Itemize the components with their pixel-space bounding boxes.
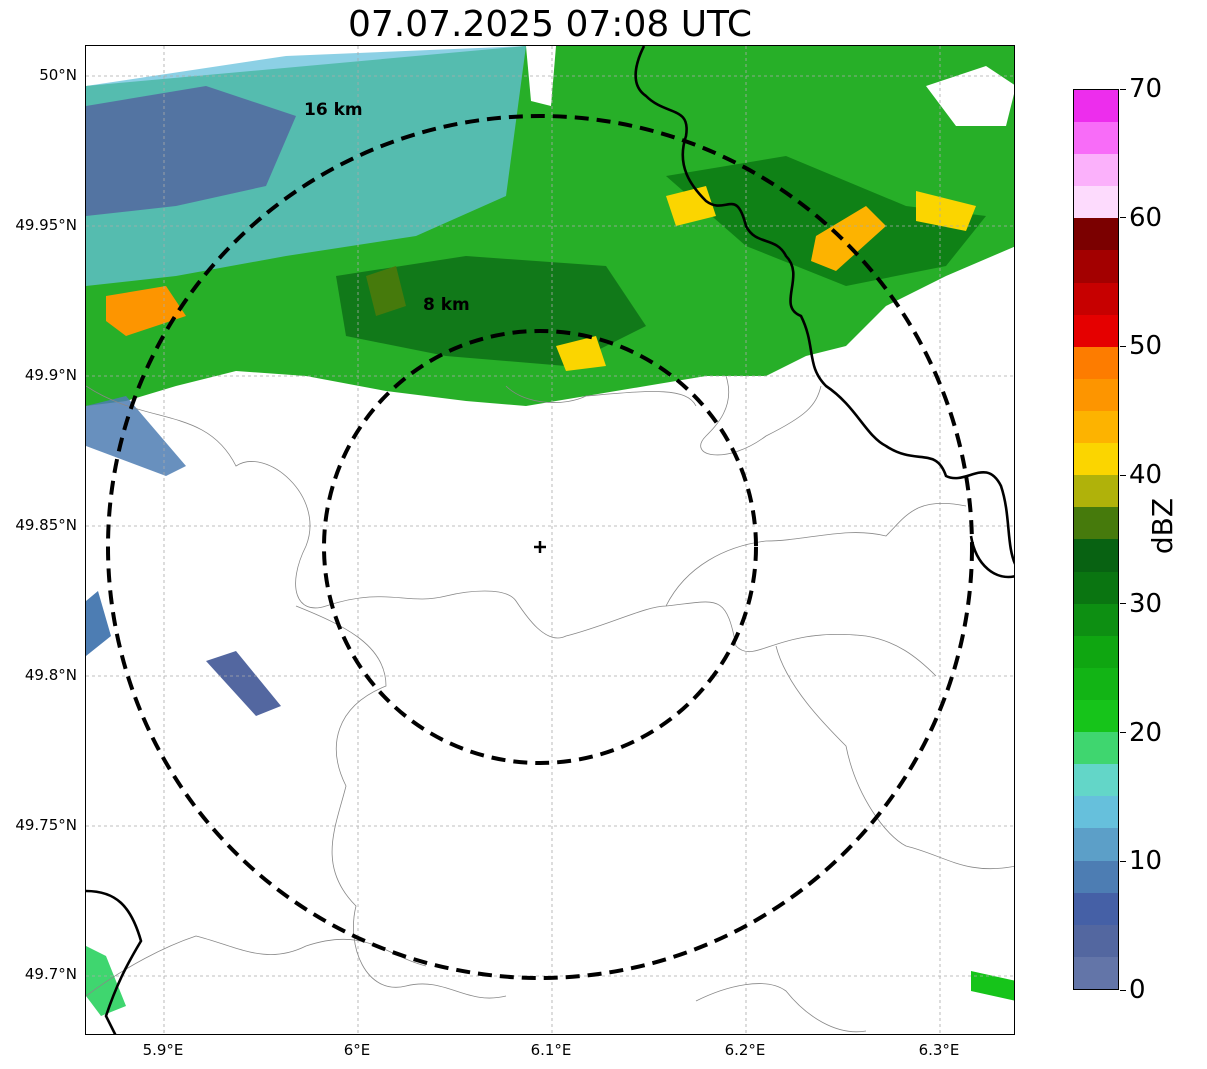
lat-tick-label: 49.8°N bbox=[24, 666, 77, 684]
colorbar-tick bbox=[1120, 217, 1126, 219]
colorbar-tick-label: 30 bbox=[1129, 588, 1163, 619]
colorbar-segment bbox=[1074, 507, 1118, 540]
map-gridlines bbox=[86, 46, 1014, 1034]
echo-strong-center bbox=[556, 336, 606, 371]
colorbar-segment bbox=[1074, 635, 1118, 668]
reflectivity-echoes bbox=[86, 46, 1014, 1016]
colorbar-segment bbox=[1074, 122, 1118, 155]
colorbar-segment bbox=[1074, 443, 1118, 476]
lon-tick-label: 5.9°E bbox=[142, 1041, 184, 1059]
echo-weak-northwest bbox=[86, 86, 296, 216]
echo-edge-southeast bbox=[971, 971, 1014, 1001]
lat-tick-label: 49.75°N bbox=[15, 816, 77, 834]
colorbar-segment bbox=[1074, 186, 1118, 219]
colorbar-segment bbox=[1074, 475, 1118, 508]
echo-weak-west bbox=[86, 396, 186, 476]
lat-tick-label: 50°N bbox=[39, 66, 77, 84]
colorbar-segment bbox=[1074, 764, 1118, 797]
range-rings bbox=[106, 114, 974, 980]
colorbar-tick bbox=[1120, 860, 1126, 862]
range-ring-8km bbox=[322, 329, 758, 765]
colorbar-tick-label: 60 bbox=[1129, 202, 1163, 233]
echo-strong-north bbox=[666, 186, 716, 226]
colorbar-tick bbox=[1120, 603, 1126, 605]
echo-strong-west bbox=[106, 286, 186, 336]
colorbar-tick bbox=[1120, 345, 1126, 347]
colorbar-segment bbox=[1074, 539, 1118, 572]
colorbar-segment bbox=[1074, 924, 1118, 957]
colorbar-segment bbox=[1074, 218, 1118, 251]
colorbar-unit-label: dBZ bbox=[1146, 497, 1179, 555]
colorbar-segment bbox=[1074, 411, 1118, 444]
colorbar-segment bbox=[1074, 378, 1118, 412]
radar-map-canvas bbox=[86, 46, 1014, 1034]
lat-tick-label: 49.9°N bbox=[24, 366, 77, 384]
lat-tick-label: 49.7°N bbox=[24, 965, 77, 983]
colorbar-segment bbox=[1074, 154, 1118, 187]
colorbar-segment bbox=[1074, 828, 1118, 861]
lat-tick-label: 49.95°N bbox=[15, 216, 77, 234]
colorbar-segment bbox=[1074, 700, 1118, 733]
echo-isolated-southwest bbox=[206, 651, 281, 716]
echo-strong-northeast bbox=[811, 206, 886, 271]
colorbar-segment bbox=[1074, 314, 1118, 347]
district-boundaries bbox=[86, 375, 1014, 1033]
colorbar-tick bbox=[1120, 474, 1126, 476]
colorbar-segment bbox=[1074, 860, 1118, 893]
colorbar-segment bbox=[1074, 796, 1118, 829]
range-ring-label-8km: 8 km bbox=[423, 295, 470, 315]
colorbar-segment bbox=[1074, 956, 1118, 989]
colorbar-tick-label: 70 bbox=[1129, 74, 1163, 104]
lon-tick-label: 6°E bbox=[343, 1041, 371, 1059]
echo-edge-west bbox=[86, 591, 111, 656]
echo-gap-northeast bbox=[926, 66, 1014, 126]
lon-tick-label: 6.2°E bbox=[724, 1041, 766, 1059]
colorbar-tick bbox=[1120, 989, 1126, 991]
echo-gap-north bbox=[526, 46, 556, 106]
colorbar-tick-label: 40 bbox=[1129, 460, 1163, 491]
colorbar-tick-label: 50 bbox=[1129, 331, 1163, 362]
colorbar-tick-label: 10 bbox=[1129, 846, 1163, 877]
dbz-colorbar bbox=[1073, 89, 1119, 990]
colorbar-segment bbox=[1074, 571, 1118, 604]
colorbar-segment bbox=[1074, 667, 1118, 701]
colorbar-tick-label: 0 bbox=[1129, 975, 1146, 1005]
echo-edge-southwest bbox=[86, 946, 126, 1016]
colorbar-tick bbox=[1120, 88, 1126, 90]
echo-core-northeast bbox=[666, 156, 986, 286]
echo-strong-east bbox=[916, 191, 976, 231]
colorbar-tick-label: 20 bbox=[1129, 717, 1163, 748]
lon-tick-label: 6.3°E bbox=[918, 1041, 960, 1059]
lon-tick-label: 6.1°E bbox=[530, 1041, 572, 1059]
map-title: 07.07.2025 07:08 UTC bbox=[347, 4, 753, 45]
echo-moderate-center bbox=[366, 266, 406, 316]
colorbar-segment bbox=[1074, 603, 1118, 636]
colorbar-segment bbox=[1074, 89, 1118, 123]
radar-site-marker bbox=[534, 541, 546, 553]
colorbar-segment bbox=[1074, 250, 1118, 283]
colorbar-segment bbox=[1074, 892, 1118, 925]
radar-map[interactable] bbox=[85, 45, 1015, 1035]
range-ring-label-16km: 16 km bbox=[304, 100, 363, 120]
colorbar-segment bbox=[1074, 732, 1118, 765]
colorbar-tick bbox=[1120, 732, 1126, 734]
range-ring-16km bbox=[106, 114, 974, 980]
colorbar-segment bbox=[1074, 282, 1118, 315]
lat-tick-label: 49.85°N bbox=[15, 516, 77, 534]
echo-core-center bbox=[336, 256, 646, 366]
colorbar-segment bbox=[1074, 346, 1118, 379]
